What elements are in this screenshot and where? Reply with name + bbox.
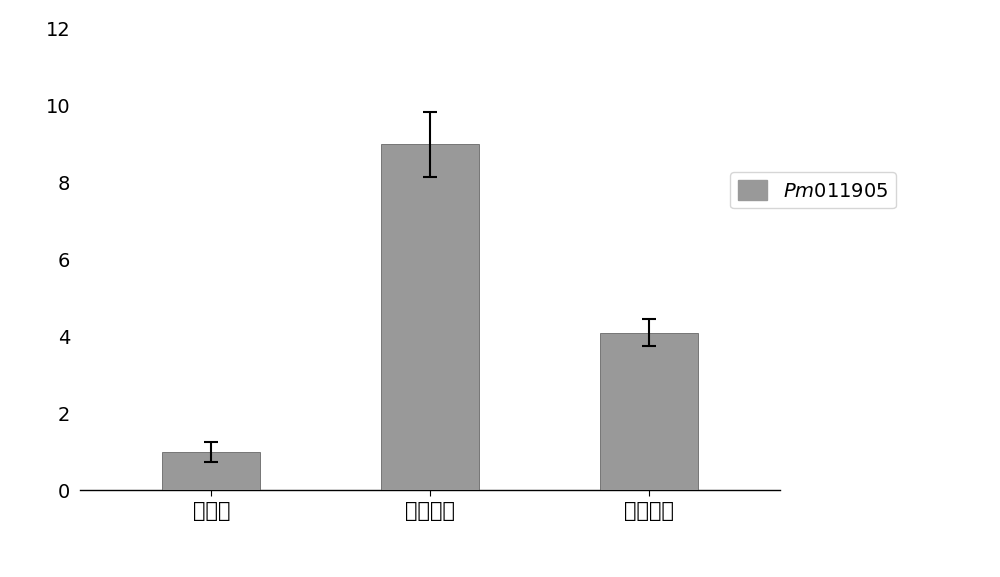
Legend: $\it{Pm011905}$: $\it{Pm011905}$ (730, 173, 896, 208)
Bar (162, 452, 260, 490)
Bar (381, 144, 479, 490)
Bar (600, 333, 698, 490)
